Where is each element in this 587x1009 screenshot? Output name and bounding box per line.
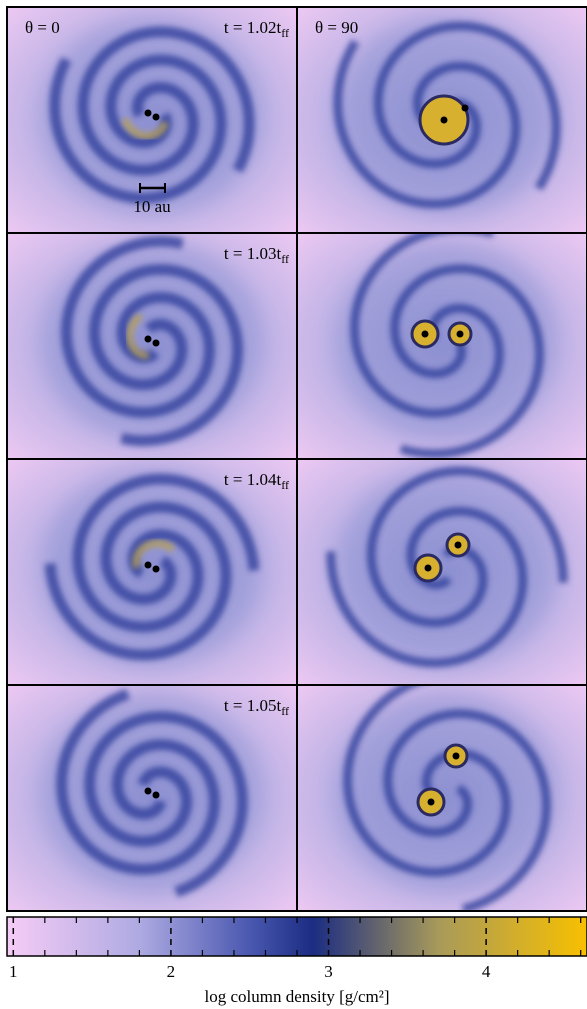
spiral-arm xyxy=(349,233,504,418)
simulation-panel xyxy=(296,458,587,686)
time-label: t = 1.03tff xyxy=(224,244,289,266)
spiral-arm xyxy=(84,711,248,898)
time-subscript: ff xyxy=(281,478,289,492)
star xyxy=(456,330,464,338)
time: t = 1.05t xyxy=(224,696,282,715)
envelope xyxy=(337,241,557,441)
spiral-arm xyxy=(383,709,552,911)
envelope xyxy=(42,467,262,667)
star xyxy=(144,787,152,795)
star xyxy=(461,104,469,112)
panel-border xyxy=(296,684,587,912)
spiral-arm xyxy=(77,26,255,176)
spiral-arm xyxy=(366,466,568,628)
panel-content xyxy=(7,7,297,233)
star xyxy=(152,339,160,347)
envelope xyxy=(42,15,262,215)
column-label: θ = 90 xyxy=(315,18,358,37)
panel-content xyxy=(297,685,587,911)
time-subscript: ff xyxy=(281,26,289,40)
spiral-arm xyxy=(88,263,244,447)
panel-grid xyxy=(6,6,587,912)
star xyxy=(454,541,462,549)
spiral-arm xyxy=(49,54,227,204)
simulation-panel xyxy=(296,232,587,460)
star xyxy=(152,565,160,573)
time-subscript: ff xyxy=(281,704,289,718)
tick-label: 1 xyxy=(9,962,18,981)
star xyxy=(421,330,429,338)
tick-label: 2 xyxy=(167,962,176,981)
panel-content xyxy=(7,685,297,911)
dense-arm xyxy=(121,117,169,140)
simulation-panel xyxy=(296,6,587,234)
spiral-arm xyxy=(373,21,561,191)
simulation-panel xyxy=(296,684,587,912)
simulation-panel xyxy=(6,458,298,686)
spiral-arm xyxy=(390,264,545,459)
panel-content xyxy=(7,459,297,685)
simulation-panel xyxy=(6,232,298,460)
time-label: t = 1.04tff xyxy=(224,470,289,492)
time-label: t = 1.05tff xyxy=(224,696,289,718)
star xyxy=(427,798,435,806)
star xyxy=(440,116,448,124)
envelope xyxy=(42,693,262,893)
time: t = 1.02t xyxy=(224,18,282,37)
simulation-panel xyxy=(6,6,298,234)
time: t = 1.03t xyxy=(224,244,282,263)
colorbar-label: log column density [g/cm²] xyxy=(205,987,390,1006)
star xyxy=(152,113,160,121)
tick-label: 4 xyxy=(482,962,491,981)
envelope xyxy=(337,467,557,667)
envelope xyxy=(337,693,557,893)
colorbar: 1 2 3 4 log column density [g/cm²] xyxy=(6,916,587,1006)
dense-arm xyxy=(132,539,176,569)
star xyxy=(144,109,152,117)
panel-content xyxy=(297,7,587,233)
panel-content xyxy=(297,233,587,459)
star xyxy=(144,335,152,343)
dense-arm xyxy=(126,313,149,360)
star xyxy=(152,791,160,799)
tick-label: 3 xyxy=(324,962,333,981)
spiral-arm xyxy=(60,235,216,419)
column-label: θ = 0 xyxy=(25,18,60,37)
star xyxy=(452,752,460,760)
panel-content xyxy=(7,233,297,459)
spiral-arm xyxy=(44,501,232,661)
simulation-panel xyxy=(6,684,298,912)
time: t = 1.04t xyxy=(224,470,282,489)
star xyxy=(424,564,432,572)
scale-bar-label: 10 au xyxy=(133,197,171,216)
spiral-arm xyxy=(333,39,521,209)
star xyxy=(144,561,152,569)
time-label: t = 1.02tff xyxy=(224,18,289,40)
spiral-arm xyxy=(342,685,511,877)
time-subscript: ff xyxy=(281,252,289,266)
spiral-arm xyxy=(72,473,260,633)
panel-content xyxy=(297,459,587,685)
spiral-arm xyxy=(56,688,220,875)
